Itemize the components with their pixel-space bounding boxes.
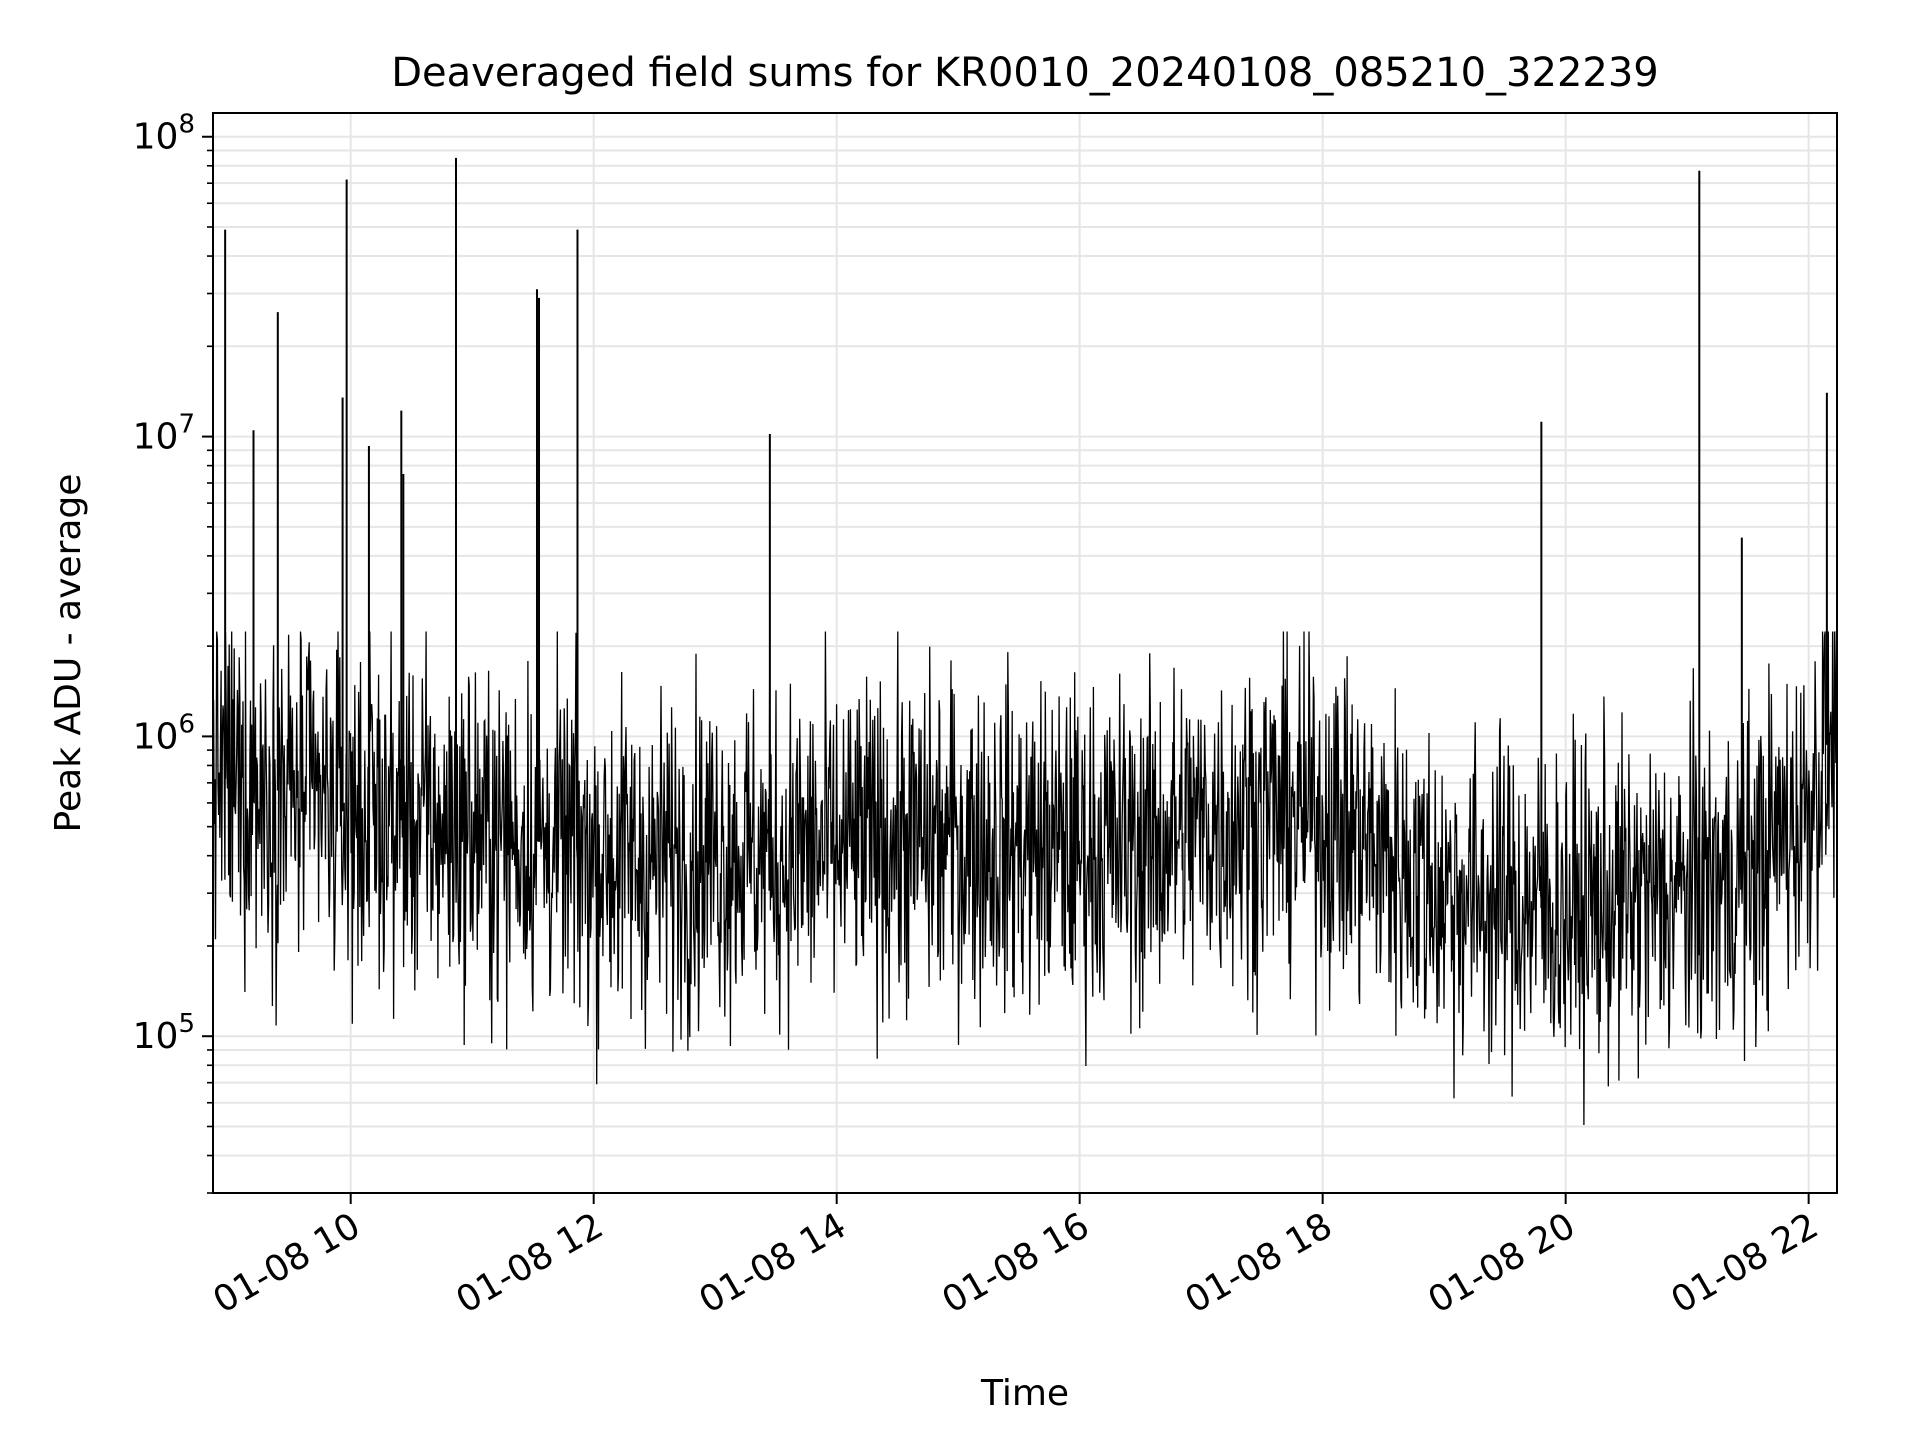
x-axis-label: Time [980, 1373, 1069, 1414]
chart-title: Deaveraged field sums for KR0010_2024010… [391, 50, 1659, 96]
y-axis-label: Peak ADU - average [48, 474, 89, 833]
y-tick-label: 107 [133, 410, 195, 458]
series-line [212, 630, 1838, 1126]
y-tick-label: 108 [133, 110, 195, 158]
data-series [212, 157, 1838, 1126]
plot-frame [212, 112, 1838, 1194]
y-tick-label: 105 [133, 1009, 195, 1057]
y-tick-label: 106 [133, 709, 195, 757]
